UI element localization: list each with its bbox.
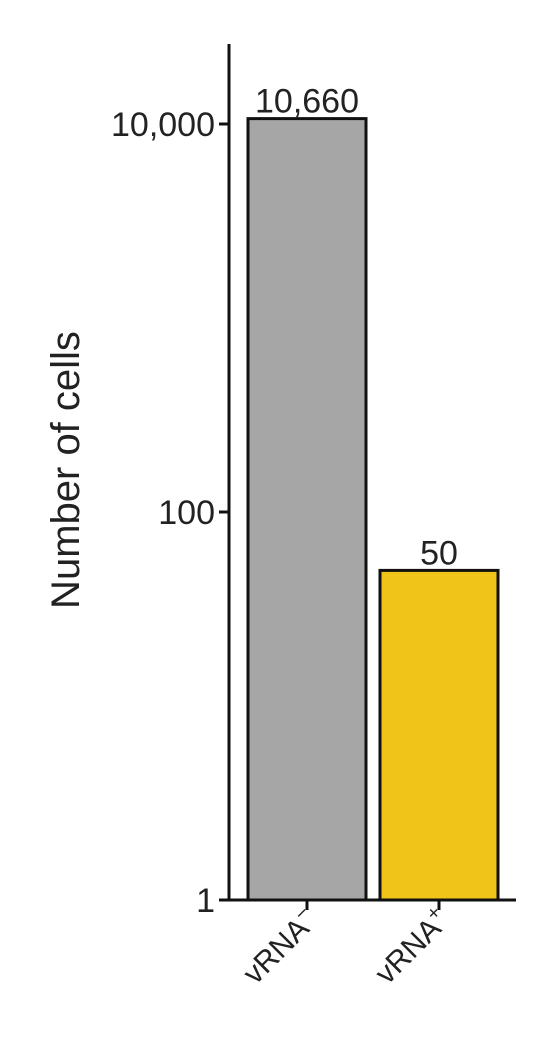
y-axis-title: Number of cells [44, 331, 88, 609]
bars-layer [246, 117, 500, 902]
data-label-0: 10,660 [255, 83, 359, 121]
y-tick-label-1: 100 [158, 494, 215, 532]
axes [219, 44, 516, 910]
bar-0 [246, 117, 368, 902]
y-tick-label-2: 10,000 [111, 106, 215, 144]
y-tick-label-0: 1 [196, 882, 215, 920]
x-tick-label-1: vRNA+ [367, 901, 456, 990]
x-tick-label-0: vRNA− [235, 901, 324, 990]
bar-1 [378, 568, 500, 902]
data-label-1: 50 [420, 534, 458, 572]
